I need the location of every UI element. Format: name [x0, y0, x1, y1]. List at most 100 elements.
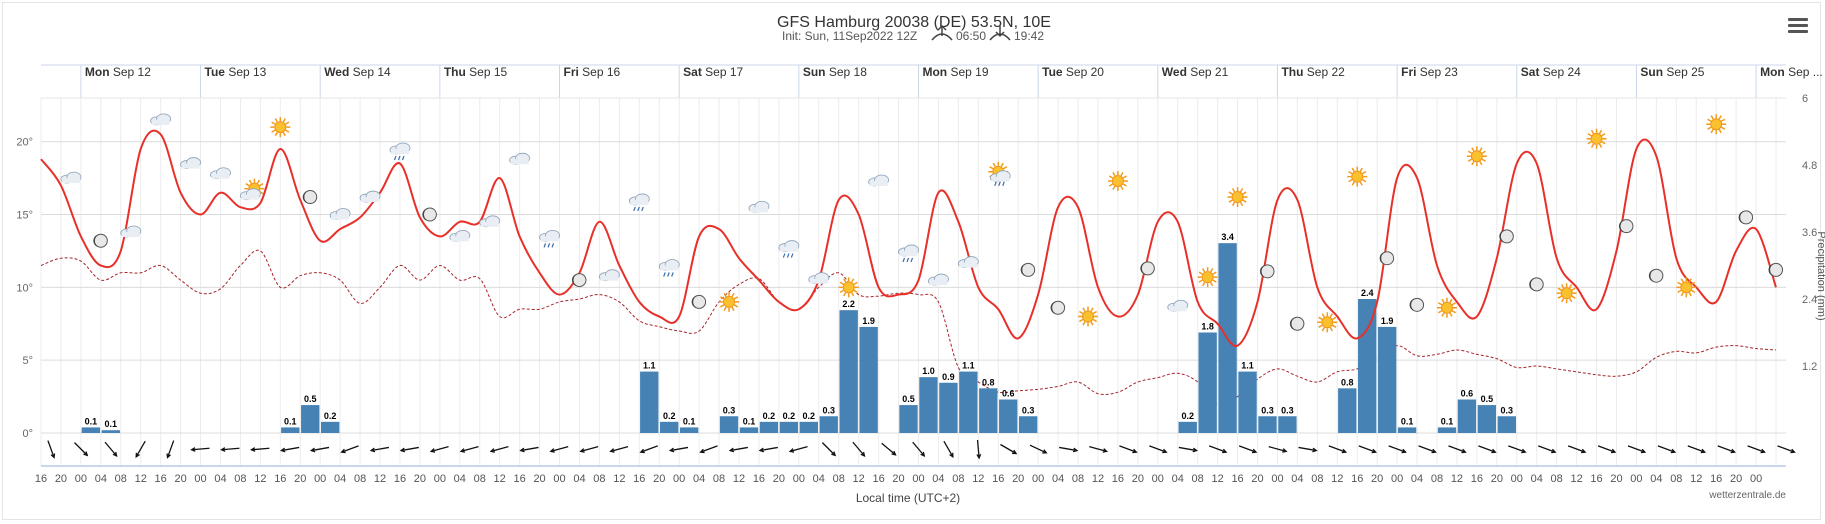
sun-disc: [274, 121, 287, 134]
wind-shaft: [430, 446, 449, 452]
cloud-base: [660, 265, 679, 271]
sun-disc: [723, 295, 736, 308]
hour-tick-label: 16: [1112, 473, 1124, 485]
sun-disc: [1560, 287, 1573, 300]
hour-tick-label: 04: [1172, 473, 1184, 485]
precip-bar: [301, 405, 320, 433]
wind-head: [459, 448, 466, 453]
hour-tick-label: 00: [1271, 473, 1283, 485]
cloud-base: [61, 178, 80, 184]
weather-cloud-icon: [928, 273, 949, 286]
wind-head: [1461, 448, 1467, 454]
hamburger-menu-icon[interactable]: [1788, 16, 1808, 36]
sun-ray: [1571, 295, 1576, 299]
sun-ray: [723, 306, 727, 311]
hour-tick-label: 00: [1032, 473, 1044, 485]
wind-head: [609, 448, 615, 453]
sun-ray: [1557, 295, 1562, 299]
sun-ray: [1691, 281, 1696, 285]
wind-shaft: [881, 442, 896, 456]
sun-ray: [1078, 310, 1084, 315]
wind-shaft: [1089, 446, 1107, 452]
wind-shaft: [943, 440, 954, 458]
weather-sun-icon: [1466, 146, 1487, 167]
wind-shaft: [759, 446, 778, 452]
wind-shaft: [912, 441, 925, 457]
sun-ray: [1590, 143, 1595, 148]
wind-arrow-icon: [728, 446, 748, 453]
wind-arrow-icon: [1567, 445, 1587, 454]
weather-cloud-rain-icon: [778, 240, 800, 258]
wind-head: [1760, 448, 1766, 454]
wind-shaft: [1000, 443, 1017, 455]
sun-ray: [1471, 161, 1475, 166]
sun-ray: [1598, 143, 1603, 148]
precip-data-label: 0.5: [304, 394, 317, 404]
wind-head: [1700, 448, 1707, 454]
wind-shaft: [341, 445, 359, 453]
wind-head: [1401, 448, 1407, 454]
weather-sun-icon: [1347, 166, 1368, 187]
right-tick-label: 2.4: [1802, 294, 1817, 306]
cloud-base: [331, 214, 350, 220]
right-tick-label: 6: [1802, 93, 1808, 105]
weather-night-icon: [691, 294, 707, 309]
rain-drop: [547, 243, 551, 248]
precip-bar: [939, 382, 958, 433]
sun-ray: [989, 166, 994, 170]
cloud-base: [959, 262, 978, 268]
wind-head: [399, 447, 406, 453]
sun-ray: [853, 289, 858, 293]
wind-head: [549, 448, 555, 453]
precip-data-label: 0.2: [783, 411, 796, 421]
hour-tick-label: 12: [1092, 473, 1104, 485]
wind-shaft: [166, 440, 175, 458]
sun-ray: [733, 304, 739, 308]
day-label: Sun Sep 18: [803, 65, 867, 79]
weather-cloud-rain-icon: [898, 244, 919, 263]
sun-disc: [1321, 316, 1334, 329]
wind-head: [699, 448, 705, 454]
sun-disc: [1201, 271, 1214, 284]
hour-tick-label: 12: [1331, 473, 1343, 485]
sun-disc: [1351, 170, 1364, 183]
hour-tick-label: 04: [95, 473, 107, 485]
rain-drop: [786, 253, 790, 258]
hour-tick-label: 12: [1690, 473, 1702, 485]
moon-shadow: [1140, 261, 1147, 275]
precip-data-label: 0.1: [284, 416, 297, 426]
wind-shaft: [1777, 445, 1795, 453]
wind-arrow-icon: [1000, 443, 1018, 455]
moon-disc: [572, 273, 587, 288]
wind-arrow-icon: [1178, 446, 1198, 453]
right-axis-title: Precipitation (mm): [1815, 231, 1825, 320]
sun-ray: [1090, 307, 1094, 312]
precip-data-label: 0.2: [1181, 411, 1194, 421]
sun-ray: [245, 183, 250, 187]
cloud-base: [929, 280, 948, 286]
cloud-base: [899, 250, 918, 256]
wind-shaft: [47, 440, 55, 458]
moon-disc: [1529, 277, 1544, 292]
left-tick-label: 20°: [16, 137, 33, 149]
wind-arrow-icon: [1388, 445, 1407, 454]
weather-sun-icon: [838, 277, 859, 298]
wind-arrow-icon: [1358, 445, 1378, 454]
wind-arrow-icon: [758, 446, 778, 453]
precip-data-label: 1.9: [862, 316, 875, 326]
wind-arrow-icon: [943, 440, 954, 459]
sunrise-icon: [931, 24, 953, 41]
chart-title: GFS Hamburg 20038 (DE) 53.5N, 10E: [777, 14, 1051, 31]
weather-night-icon: [1259, 264, 1275, 279]
weather-cloud-icon: [808, 272, 830, 285]
weather-cloud-rain-icon: [658, 259, 680, 277]
wind-head: [860, 451, 866, 457]
wind-head: [1581, 448, 1587, 454]
weather-cloud-icon: [180, 157, 201, 169]
hour-tick-label: 20: [1251, 473, 1263, 485]
wind-arrow-icon: [309, 446, 330, 453]
wind-head: [112, 451, 118, 457]
day-label: Thu Sep 15: [444, 65, 508, 79]
hour-tick-label: 08: [1192, 473, 1204, 485]
sunrise-time: 06:50: [956, 29, 986, 43]
